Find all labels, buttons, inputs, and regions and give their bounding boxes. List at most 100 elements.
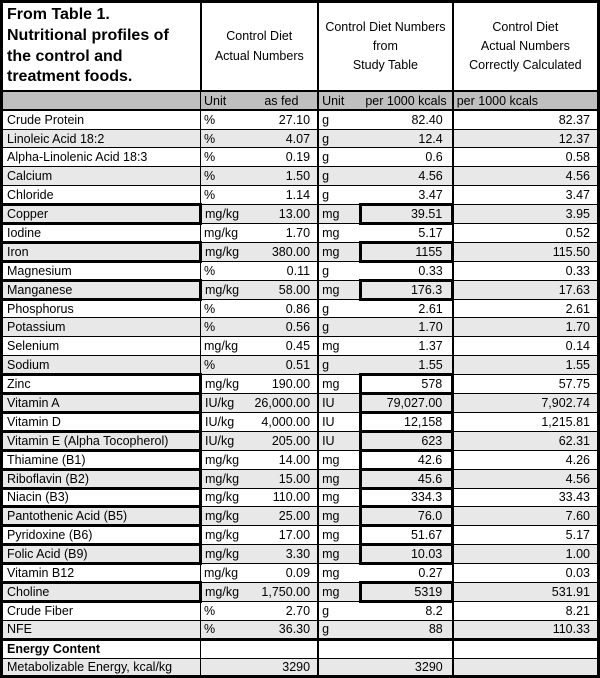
table-row: Alpha-Linolenic Acid 18:3% 0.19 g 0.6 0.58 <box>1 147 599 168</box>
cell-study-value: 10.03 <box>358 543 455 566</box>
cell-corrected-value: 0.58 <box>452 147 599 168</box>
cell-nutrient-label: Pyridoxine (B6) <box>0 524 202 547</box>
cell-unit-per-1000: mg <box>317 581 361 602</box>
cell-study-value: 3.47 <box>360 185 454 206</box>
cell-unit-per-1000: mg <box>317 563 361 583</box>
energy-section-blank-3 <box>452 637 599 659</box>
cell-study-value: 2.61 <box>360 298 454 319</box>
cell-as-fed-value: 4.07 <box>245 128 320 149</box>
cell-corrected-value: 62.31 <box>452 430 599 451</box>
metabolizable-energy-label: Metabolizable Energy, kcal/kg <box>1 657 201 678</box>
cell-unit-as-fed: mg/kg <box>199 279 246 300</box>
cell-unit-as-fed: % <box>199 128 246 149</box>
table-row: Sodium% 0.51 g 1.55 1.55 <box>1 355 599 376</box>
cell-unit-as-fed: % <box>199 619 246 640</box>
cell-nutrient-label: Selenium <box>1 336 201 357</box>
table-row: Vitamin E (Alpha Tocopherol) IU/kg 205.00 I… <box>0 429 599 452</box>
cell-corrected-value: 2.61 <box>452 298 599 319</box>
table-row: Pyridoxine (B6) mg/kg 17.00 mg 51.67 5.17 <box>0 524 599 547</box>
cell-as-fed-value: 27.10 <box>245 109 320 130</box>
cell-unit-per-1000: mg <box>317 223 361 243</box>
cell-nutrient-label: Folic Acid (B9) <box>0 543 202 566</box>
cell-nutrient-label: Sodium <box>1 355 201 376</box>
column-group-header-corrected: Control Diet Actual Numbers Correctly Ca… <box>451 0 600 93</box>
table-title-line: the control and <box>7 47 123 65</box>
cell-unit-as-fed: % <box>199 260 246 281</box>
subheader-per-1000-kcals-study: per 1000 kcals <box>360 90 454 112</box>
cell-unit-as-fed: IU/kg <box>199 430 246 451</box>
table-row: Vitamin B12 mg/kg 0.09 mg 0.27 0.03 <box>1 563 599 583</box>
table-row: Copper mg/kg 13.00 mg 39.51 3.95 <box>0 203 599 226</box>
cell-nutrient-label: Vitamin A <box>0 392 202 414</box>
table-row: Zinc mg/kg 190.00 mg 578 57.75 <box>0 373 599 396</box>
table-title-line: Nutritional profiles of <box>7 26 169 44</box>
cell-nutrient-label: Thiamine (B1) <box>0 448 202 471</box>
metabolizable-energy-as-fed: 3290 <box>200 657 320 678</box>
cell-as-fed-value: 3.30 <box>245 544 320 565</box>
cell-nutrient-label: Alpha-Linolenic Acid 18:3 <box>1 147 201 168</box>
cell-unit-as-fed: mg/kg <box>199 336 246 357</box>
cell-nutrient-label: Riboflavin (B2) <box>0 467 202 490</box>
table-row: Phosphorus% 0.86 g 2.61 2.61 <box>1 298 599 319</box>
cell-study-value: 42.6 <box>358 448 455 471</box>
cell-unit-per-1000: g <box>317 260 361 281</box>
cell-nutrient-label: Phosphorus <box>1 298 201 319</box>
cell-study-value: 5319 <box>358 580 455 603</box>
cell-as-fed-value: 25.00 <box>245 506 320 527</box>
cell-corrected-value: 1.00 <box>452 544 599 565</box>
energy-content-label: Energy Content <box>1 637 201 659</box>
cell-study-value: 79,027.00 <box>358 392 455 414</box>
group-header-line: Actual Numbers <box>214 48 304 63</box>
cell-nutrient-label: Vitamin E (Alpha Tocopherol) <box>0 429 202 452</box>
subheader-per-1000-kcals-corrected: per 1000 kcals <box>452 90 599 112</box>
cell-study-value: 12,158 <box>358 410 455 433</box>
cell-nutrient-label: Pantothenic Acid (B5) <box>0 505 202 528</box>
cell-as-fed-value: 0.86 <box>245 298 320 319</box>
cell-corrected-value: 0.52 <box>452 223 599 243</box>
group-header-line: Control Diet Numbers <box>325 19 446 34</box>
cell-study-value: 39.51 <box>358 203 455 226</box>
energy-section-blank-1 <box>200 637 320 659</box>
table-row: Niacin (B3) mg/kg 110.00 mg 334.3 33.43 <box>0 486 599 509</box>
cell-unit-as-fed: mg/kg <box>199 506 246 527</box>
cell-as-fed-value: 1.50 <box>245 166 320 187</box>
cell-corrected-value: 0.33 <box>452 260 599 281</box>
cell-study-value: 12.4 <box>360 128 454 149</box>
table-row: Crude Protein% 27.10 g 82.40 82.37 <box>1 109 599 130</box>
cell-corrected-value: 7,902.74 <box>452 393 599 413</box>
table-row: Selenium mg/kg 0.45 mg 1.37 0.14 <box>1 336 599 357</box>
cell-corrected-value: 4.56 <box>452 468 599 489</box>
cell-unit-as-fed: % <box>199 600 246 621</box>
cell-unit-per-1000: mg <box>317 336 361 357</box>
column-group-header-study: Control Diet Numbers from Study Table <box>317 0 454 93</box>
table-title-line: treatment foods. <box>7 68 133 86</box>
table-row: Crude Fiber% 2.70 g 8.2 8.21 <box>1 600 599 621</box>
group-header-line: Study Table <box>352 58 418 73</box>
cell-as-fed-value: 36.30 <box>245 619 320 640</box>
cell-study-value: 1155 <box>358 240 455 263</box>
metabolizable-energy-row: Metabolizable Energy, kcal/kg 3290 3290 <box>1 657 599 678</box>
cell-nutrient-label: Zinc <box>0 373 202 396</box>
cell-unit-as-fed: mg/kg <box>199 374 246 395</box>
cell-unit-as-fed: mg/kg <box>199 525 246 546</box>
cell-study-value: 51.67 <box>358 524 455 547</box>
cell-unit-per-1000: IU <box>317 393 361 413</box>
cell-as-fed-value: 110.00 <box>245 487 320 508</box>
cell-unit-per-1000: mg <box>317 487 361 508</box>
table-row: Iron mg/kg 380.00 mg 1155 115.50 <box>0 240 599 263</box>
cell-nutrient-label: Calcium <box>1 166 201 187</box>
cell-as-fed-value: 205.00 <box>245 430 320 451</box>
cell-unit-as-fed: % <box>199 317 246 338</box>
cell-study-value: 76.0 <box>358 505 455 528</box>
cell-study-value: 88 <box>360 619 454 640</box>
subheader-unit-2: Unit <box>317 90 361 112</box>
cell-corrected-value: 4.56 <box>452 166 599 187</box>
cell-corrected-value: 33.43 <box>452 487 599 508</box>
table-row: Iodine mg/kg 1.70 mg 5.17 0.52 <box>1 223 599 243</box>
cell-unit-per-1000: IU <box>317 430 361 451</box>
table-row: Chloride% 1.14 g 3.47 3.47 <box>1 185 599 206</box>
cell-study-value: 0.27 <box>360 563 454 583</box>
cell-nutrient-label: Vitamin D <box>0 410 202 433</box>
cell-unit-per-1000: g <box>317 109 361 130</box>
